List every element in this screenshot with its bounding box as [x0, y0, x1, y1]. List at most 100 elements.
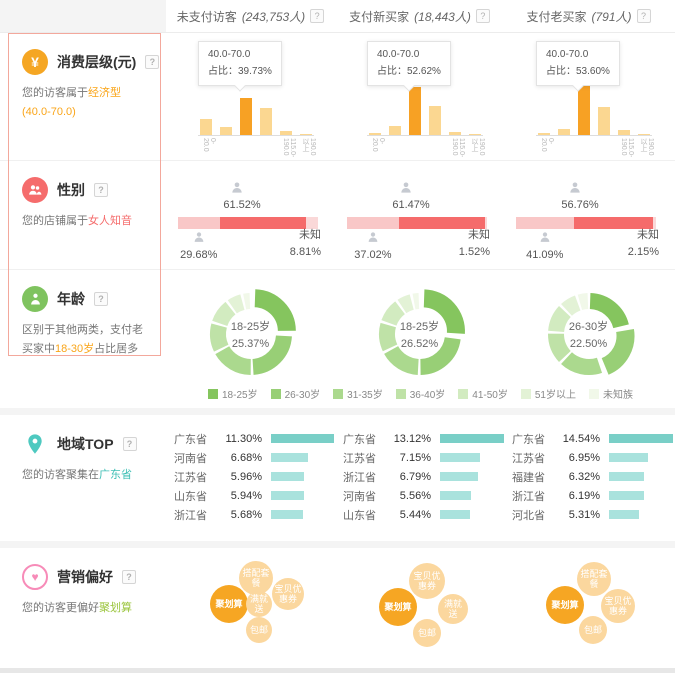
help-icon[interactable]: ? [310, 9, 325, 23]
help-icon[interactable]: ? [145, 55, 160, 69]
donut-segment-31-35岁[interactable] [214, 345, 251, 375]
donut-segment-26-30岁[interactable] [251, 334, 292, 375]
marketing-bubble[interactable]: 包邮 [246, 617, 272, 643]
gender-chart-old-buyers[interactable]: 56.76% 41.09% 未知 2.15% [504, 161, 673, 269]
donut-segment-36-40岁[interactable] [547, 333, 571, 362]
marketing-bubble[interactable]: 包邮 [579, 616, 607, 644]
consumption-bar[interactable] [260, 108, 272, 135]
consumption-bar[interactable] [240, 98, 252, 135]
legend-item[interactable]: 18-25岁 [207, 386, 258, 401]
consumption-chart-unpaid[interactable]: 40.0-70.0 占比：39.73% 0-20.0 115.0-190.0 190.… [166, 33, 335, 160]
marketing-bubble[interactable]: 搭配套餐 [239, 561, 273, 595]
region-bar[interactable] [609, 472, 645, 481]
marketing-bubble[interactable]: 满就送 [438, 594, 468, 624]
help-icon[interactable]: ? [636, 9, 651, 23]
region-bar[interactable] [271, 491, 305, 500]
region-bar[interactable] [609, 491, 644, 500]
donut-segment-18-25岁[interactable] [588, 293, 629, 329]
donut-segment-18-25岁[interactable] [253, 289, 296, 332]
consumption-bar[interactable] [369, 132, 381, 135]
region-bar[interactable] [609, 453, 648, 462]
marketing-bubble[interactable]: 聚划算 [210, 585, 248, 623]
marketing-bubble[interactable]: 宝贝优惠券 [409, 563, 445, 599]
legend-item[interactable]: 36-40岁 [395, 386, 445, 401]
consumption-bar[interactable] [638, 133, 650, 135]
consumption-bar[interactable] [558, 129, 570, 135]
legend-item[interactable]: 31-35岁 [333, 386, 383, 401]
bubble-chart[interactable]: 宝贝优惠券 聚划算 满就送 包邮 [355, 554, 505, 664]
gender-stacked-bar[interactable] [516, 217, 656, 229]
marketing-bubble[interactable]: 搭配套餐 [577, 562, 611, 596]
donut-segment-31-35岁[interactable] [383, 345, 419, 375]
consumption-bar[interactable] [300, 133, 312, 135]
donut-chart[interactable]: 18-25岁 26.52% [362, 276, 478, 392]
consumption-bar[interactable] [469, 133, 481, 135]
consumption-bar[interactable] [618, 130, 630, 135]
region-bar[interactable] [271, 434, 335, 443]
donut-chart[interactable]: 18-25岁 25.37% [193, 276, 309, 392]
region-bar[interactable] [440, 472, 479, 481]
legend-item[interactable]: 未知族 [589, 386, 633, 401]
legend-item[interactable]: 26-30岁 [270, 386, 320, 401]
donut-segment-未知族[interactable] [242, 293, 250, 310]
gender-stacked-bar[interactable] [347, 217, 487, 229]
region-bar[interactable] [440, 453, 481, 462]
marketing-bubble[interactable]: 宝贝优惠券 [601, 589, 635, 623]
consumption-bar[interactable] [280, 131, 292, 135]
consumption-chart-new-buyers[interactable]: 40.0-70.0 占比：52.62% 0-20.0 115.0-190.0 190.… [335, 33, 504, 160]
region-bar[interactable] [440, 510, 471, 519]
help-icon[interactable]: ? [475, 9, 490, 23]
donut-segment-31-35岁[interactable] [560, 351, 602, 375]
consumption-bar[interactable] [598, 107, 610, 135]
help-icon[interactable]: ? [94, 292, 108, 306]
marketing-bubble[interactable]: 包邮 [413, 619, 441, 647]
consumption-bar[interactable] [200, 119, 212, 135]
region-bar[interactable] [271, 472, 305, 481]
consumption-bar[interactable] [220, 126, 232, 135]
bar-chart[interactable]: 0-20.0 115.0-190.0 190.0以上 [198, 83, 316, 157]
donut-chart[interactable]: 26-30岁 22.50% [531, 276, 647, 392]
bar-chart[interactable]: 0-20.0 115.0-190.0 190.0以上 [536, 83, 654, 157]
consumption-bar[interactable] [449, 131, 461, 135]
gender-stacked-bar[interactable] [178, 217, 318, 229]
donut-segment-36-40岁[interactable] [209, 323, 229, 352]
donut-segment-51岁以上[interactable] [227, 294, 245, 314]
donut-segment-26-30岁[interactable] [419, 336, 461, 375]
age-donut-old-buyers[interactable]: 26-30岁 22.50% [504, 270, 673, 408]
donut-segment-26-30岁[interactable] [600, 329, 634, 375]
donut-segment-未知族[interactable] [577, 293, 588, 311]
age-donut-unpaid[interactable]: 18-25岁 25.37% [166, 270, 335, 408]
marketing-bubble[interactable]: 宝贝优惠券 [272, 578, 304, 610]
marketing-bubble[interactable]: 聚划算 [379, 588, 417, 626]
help-icon[interactable]: ? [122, 437, 137, 451]
region-bar[interactable] [440, 434, 504, 443]
region-bar[interactable] [271, 510, 303, 519]
bottom-scroll-strip[interactable] [0, 668, 675, 673]
region-bar[interactable] [271, 453, 309, 462]
region-bar[interactable] [609, 434, 673, 443]
region-bar[interactable] [609, 510, 639, 519]
gender-chart-unpaid[interactable]: 61.52% 29.68% 未知 8.81% [166, 161, 335, 269]
donut-segment-51岁以上[interactable] [397, 294, 414, 314]
age-donut-new-buyers[interactable]: 18-25岁 26.52% [335, 270, 504, 408]
consumption-bar[interactable] [429, 106, 441, 135]
donut-segment-41-50岁[interactable] [211, 301, 236, 327]
bar-chart[interactable]: 0-20.0 115.0-190.0 190.0以上 [367, 83, 485, 157]
legend-item[interactable]: 51岁以上 [520, 386, 576, 401]
donut-segment-41-50岁[interactable] [547, 306, 571, 333]
consumption-bar[interactable] [389, 125, 401, 135]
bubble-chart[interactable]: 搭配套餐 聚划算 宝贝优惠券 包邮 [524, 554, 674, 664]
donut-segment-18-25岁[interactable] [422, 289, 465, 334]
bubble-chart[interactable]: 搭配套餐 聚划算 满就送 宝贝优惠券 包邮 [186, 554, 336, 664]
help-icon[interactable]: ? [94, 183, 108, 197]
donut-segment-41-50岁[interactable] [380, 301, 405, 327]
marketing-bubble[interactable]: 聚划算 [546, 586, 584, 624]
consumption-bar[interactable] [578, 85, 590, 135]
donut-segment-36-40岁[interactable] [378, 322, 398, 352]
consumption-bar[interactable] [409, 86, 421, 135]
marketing-bubble[interactable]: 满就送 [246, 591, 272, 617]
consumption-chart-old-buyers[interactable]: 40.0-70.0 占比：53.60% 0-20.0 115.0-190.0 190.… [504, 33, 673, 160]
help-icon[interactable]: ? [122, 570, 136, 584]
donut-segment-51岁以上[interactable] [560, 295, 581, 316]
legend-item[interactable]: 41-50岁 [458, 386, 508, 401]
